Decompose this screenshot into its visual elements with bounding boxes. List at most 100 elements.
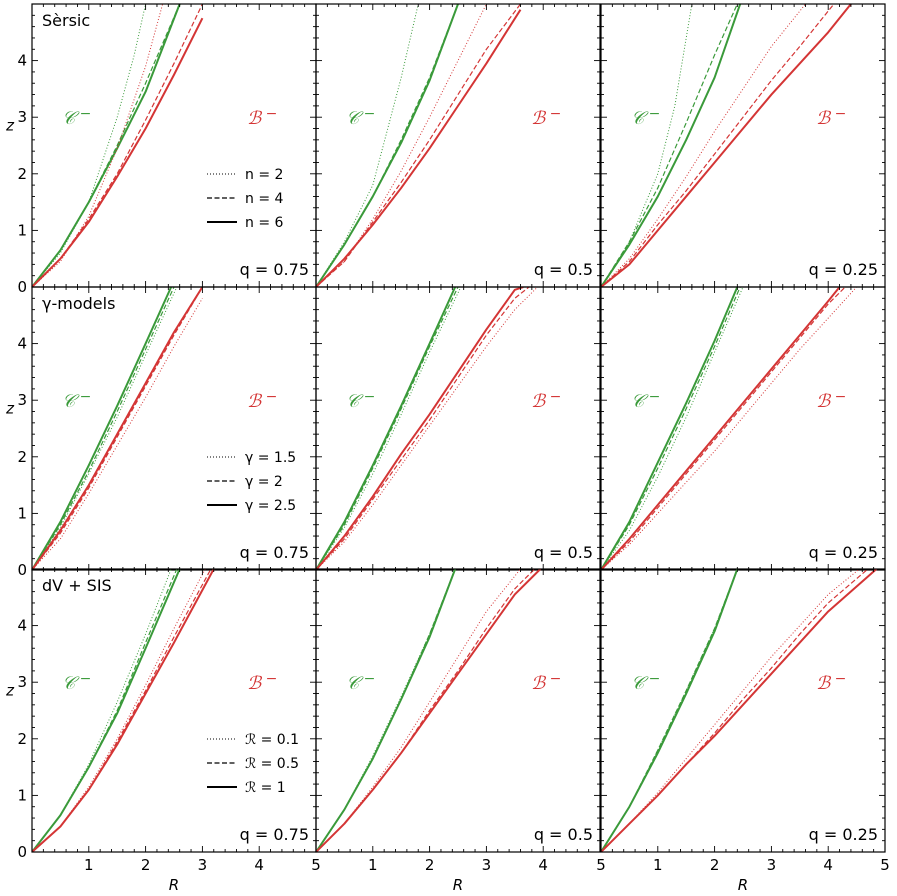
q-label: q = 0.25 — [809, 260, 878, 279]
panel-frame — [31, 3, 317, 288]
red-dotted-curve — [316, 287, 538, 570]
red-dotted-curve — [316, 4, 487, 287]
panel-title: γ-models — [42, 294, 115, 313]
xtick-label: 3 — [767, 856, 777, 874]
legend-label: γ = 2 — [245, 474, 283, 490]
green-solid-curve — [601, 4, 742, 287]
ytick-label: 3 — [17, 391, 27, 409]
panel-frame — [315, 568, 601, 853]
legend-label: ℛ = 0.5 — [245, 756, 299, 772]
region-label-c: 𝒞 − — [62, 671, 91, 694]
red-dotted-curve — [32, 4, 164, 287]
xtick-label: 4 — [254, 856, 264, 874]
region-label-b: ℬ − — [816, 106, 846, 129]
ytick-label: 0 — [17, 278, 27, 296]
green-dotted-curve — [32, 287, 178, 570]
region-label-c: 𝒞 − — [631, 389, 660, 412]
region-label-c: 𝒞 − — [346, 389, 375, 412]
red-solid-curve — [32, 287, 204, 570]
q-label: q = 0.25 — [809, 825, 878, 844]
green-dashed-curve — [601, 4, 738, 287]
red-solid-curve — [601, 569, 878, 852]
red-dotted-curve — [601, 4, 806, 287]
legend: ℛ = 0.1 ℛ = 0.5 ℛ = 1 — [207, 732, 299, 796]
legend-label: n = 4 — [245, 191, 284, 207]
panel-frame — [31, 286, 317, 571]
panel-frame — [600, 568, 886, 853]
y-axis-label: z — [5, 400, 15, 418]
ytick-label: 2 — [17, 730, 27, 748]
ytick-label: 1 — [17, 504, 27, 522]
red-dotted-curve — [316, 569, 521, 852]
legend-label: γ = 1.5 — [245, 450, 296, 466]
green-dashed-curve — [32, 4, 181, 287]
xtick-label: 2 — [710, 856, 720, 874]
red-solid-curve — [32, 17, 204, 287]
curves — [601, 4, 852, 287]
ytick-label: 3 — [17, 108, 27, 126]
panel-r2-c1: 5 1 2 3 4 Rq = 0.5 𝒞 − ℬ − — [311, 568, 601, 894]
q-label: q = 0.25 — [809, 543, 878, 562]
legend-label: n = 2 — [245, 167, 283, 183]
region-label-b: ℬ − — [531, 671, 561, 694]
ticks — [600, 3, 886, 288]
red-dotted-curve — [601, 569, 860, 852]
region-label-c: 𝒞 − — [631, 106, 660, 129]
x-axis-label: R — [738, 876, 748, 894]
green-dashed-curve — [601, 569, 738, 852]
curves — [316, 287, 538, 570]
y-axis-label: z — [5, 682, 15, 700]
panel-r1-c2: q = 0.25 𝒞 − ℬ − — [600, 286, 886, 571]
legend-label: ℛ = 1 — [245, 780, 286, 796]
xtick-label: 5 — [596, 856, 606, 874]
green-solid-curve — [316, 287, 457, 570]
green-solid-curve — [601, 569, 739, 852]
xtick-label: 1 — [368, 856, 378, 874]
green-dotted-curve — [316, 4, 419, 287]
xtick-label: 4 — [538, 856, 548, 874]
region-label-b: ℬ − — [816, 389, 846, 412]
curves — [316, 569, 542, 852]
red-solid-curve — [316, 9, 522, 287]
panel-r0-c2: q = 0.25 𝒞 − ℬ − — [600, 3, 886, 288]
curves — [32, 569, 215, 852]
green-dotted-curve — [316, 569, 456, 852]
green-solid-curve — [601, 287, 739, 570]
q-label: q = 0.75 — [240, 543, 309, 562]
ytick-label: 0 — [17, 843, 27, 861]
xtick-label: 1 — [653, 856, 663, 874]
ytick-label: 1 — [17, 221, 27, 239]
panel-frame — [600, 286, 886, 571]
legend-label: γ = 2.5 — [245, 498, 296, 514]
xtick-label: 5 — [311, 856, 321, 874]
red-dotted-curve — [601, 287, 857, 570]
ticks — [600, 568, 886, 853]
ticks — [315, 568, 601, 853]
region-label-b: ℬ − — [816, 671, 846, 694]
red-solid-curve — [601, 287, 841, 570]
ytick-label: 3 — [17, 673, 27, 691]
ytick-label: 2 — [17, 448, 27, 466]
q-label: q = 0.5 — [534, 825, 593, 844]
green-solid-curve — [32, 4, 181, 287]
panel-r1-c1: q = 0.5 𝒞 − ℬ − — [315, 286, 601, 571]
green-dotted-curve — [601, 4, 693, 287]
red-dashed-curve — [601, 287, 846, 570]
red-dashed-curve — [601, 4, 835, 287]
green-dotted-curve — [601, 569, 738, 852]
red-dashed-curve — [316, 4, 521, 287]
xtick-label: 2 — [141, 856, 151, 874]
curves — [601, 569, 878, 852]
legend: n = 2 n = 4 n = 6 — [207, 167, 284, 231]
green-solid-curve — [316, 569, 457, 852]
panel-r1-c0: 0 1 2 3 4 z γ-models q = 0.75 𝒞 − ℬ − γ = 1.5 γ = 2… — [5, 286, 317, 579]
panel-frame — [600, 3, 886, 288]
red-solid-curve — [32, 569, 215, 852]
red-dashed-curve — [32, 569, 212, 852]
panel-title: dV + SIS — [42, 576, 112, 595]
xtick-label: 4 — [823, 856, 833, 874]
panel-r0-c1: q = 0.5 𝒞 − ℬ − — [315, 3, 601, 288]
xtick-label: 5 — [880, 856, 890, 874]
region-label-c: 𝒞 − — [346, 106, 375, 129]
